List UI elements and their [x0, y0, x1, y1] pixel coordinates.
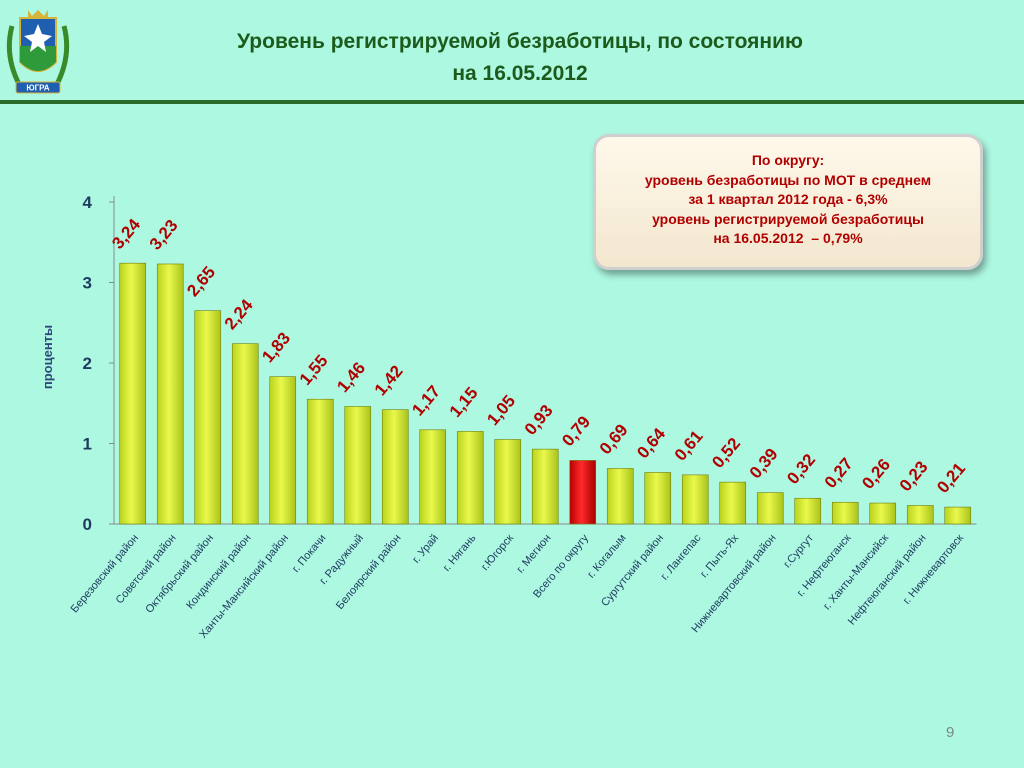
title-line-2: на 16.05.2012 — [452, 62, 588, 85]
data-label: 0,61 — [671, 427, 707, 465]
data-label: 0,32 — [783, 450, 819, 488]
bar — [231, 343, 259, 525]
y-tick-label: 0 — [83, 515, 92, 534]
data-label: 1,05 — [483, 391, 519, 429]
data-label: 0,64 — [633, 424, 669, 462]
x-tick-label: Белоярский район — [334, 532, 404, 612]
callout-line-2: уровень безработицы по МОТ в среднем — [644, 171, 932, 188]
y-axis-label: проценты — [40, 325, 55, 389]
x-tick-label: Октябрьский район — [143, 532, 216, 615]
data-label: 0,26 — [858, 455, 894, 493]
bar — [456, 431, 484, 525]
bar — [119, 262, 147, 525]
x-tick-label: г.Югорск — [479, 532, 516, 573]
data-label: 2,65 — [183, 263, 219, 301]
bar — [419, 429, 447, 525]
data-label: 1,15 — [446, 383, 482, 421]
data-label: 1,17 — [408, 382, 444, 420]
callout-line-3: за 1 квартал 2012 года - 6,3% — [688, 191, 888, 207]
data-label: 1,42 — [371, 362, 407, 400]
data-label: 1,55 — [296, 351, 332, 389]
data-label: 2,24 — [221, 295, 257, 333]
x-tick-label: Березовский район — [69, 532, 141, 615]
data-label: 0,39 — [746, 445, 782, 483]
x-tick-label: г.Сургут — [781, 532, 816, 570]
district-summary-callout: По округу: уровень безработицы по МОТ в … — [593, 134, 983, 270]
bar — [831, 501, 859, 525]
svg-text:ЮГРА: ЮГРА — [26, 84, 49, 93]
bar — [381, 409, 409, 525]
bar — [906, 505, 934, 525]
bar — [344, 406, 372, 525]
data-label: 0,93 — [521, 401, 557, 439]
bar — [869, 502, 897, 525]
bar — [531, 448, 559, 525]
bar — [269, 376, 297, 525]
callout-line-1: По округу: — [751, 152, 825, 168]
data-label: 0,23 — [896, 457, 932, 495]
callout-line-4: уровень регистрируемой безработицы — [652, 210, 924, 227]
y-tick-label: 3 — [83, 274, 92, 293]
bar — [944, 506, 972, 525]
bar — [194, 310, 222, 525]
data-label: 1,46 — [333, 358, 369, 396]
x-tick-label: г. Урай — [410, 532, 441, 565]
title-line-1: Уровень регистрируемой безработицы, по с… — [237, 30, 803, 53]
bar — [494, 439, 522, 525]
callout-line-5: на 16.05.2012 – 0,79% — [713, 230, 863, 246]
data-label: 3,23 — [146, 216, 182, 254]
coat-of-arms-logo: ЮГРА — [6, 10, 70, 94]
title-divider — [0, 100, 1024, 104]
data-label: 0,52 — [708, 434, 744, 472]
x-tick-label: г. Ханты-Мансийск — [821, 532, 891, 612]
slide-title: Уровень регистрируемой безработицы, по с… — [170, 26, 870, 90]
bar — [756, 492, 784, 525]
y-tick-label: 4 — [83, 193, 93, 212]
bar — [606, 468, 634, 525]
y-tick-label: 1 — [83, 435, 92, 454]
bar — [794, 497, 822, 525]
bar — [644, 472, 672, 525]
data-label: 0,69 — [596, 420, 632, 458]
bar — [681, 474, 709, 525]
x-tick-label: г. Нягань — [441, 532, 479, 574]
data-label: 0,79 — [558, 412, 594, 450]
page-number: 9 — [946, 724, 955, 741]
data-label: 0,21 — [933, 459, 969, 497]
data-label: 0,27 — [821, 454, 857, 492]
bar — [719, 481, 747, 525]
y-tick-label: 2 — [83, 354, 92, 373]
bar — [156, 263, 184, 525]
bar — [569, 460, 597, 525]
x-tick-label: Кондинский район — [184, 532, 253, 611]
x-tick-label: г. Мегион — [514, 532, 553, 575]
data-label: 1,83 — [258, 329, 294, 367]
x-tick-label: г. Покачи — [290, 532, 329, 575]
bar — [306, 398, 334, 525]
